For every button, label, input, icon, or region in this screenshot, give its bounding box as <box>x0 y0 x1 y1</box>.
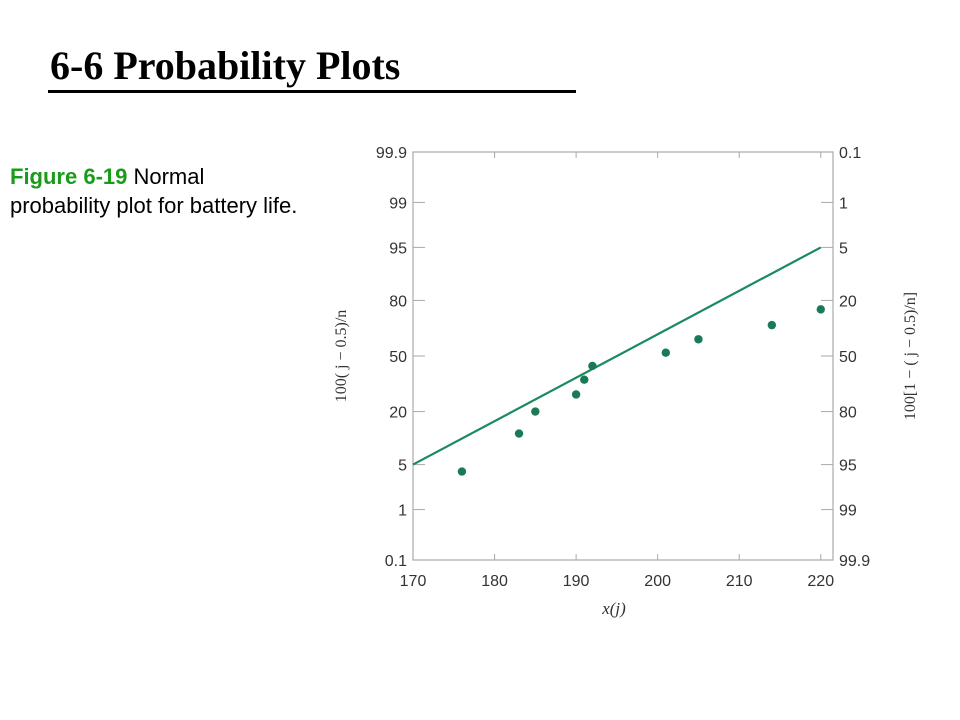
y-axis-label-right: 100[1 − ( j − 0.5)/n] <box>902 292 919 420</box>
data-point <box>580 375 589 384</box>
data-point <box>531 407 540 416</box>
y-tick-label-right: 95 <box>839 458 857 475</box>
fit-line-layer <box>412 246 822 466</box>
data-point <box>816 305 825 314</box>
y-tick-label-left: 95 <box>389 240 407 257</box>
x-tick-label: 190 <box>563 573 590 590</box>
y-tick-label-right: 99 <box>839 503 857 520</box>
fit-line <box>412 246 822 466</box>
data-point <box>767 320 777 330</box>
axis-labels: 100( j − 0.5)/n 100[1 − ( j − 0.5)/n] x(j) <box>333 292 919 618</box>
y-tick-label-right: 50 <box>839 349 857 366</box>
plot-border <box>412 151 834 561</box>
x-axis-label: x(j) <box>601 599 626 618</box>
x-tick-label: 180 <box>481 573 508 590</box>
y-tick-label-right: 80 <box>839 405 857 422</box>
figure-caption-text: Normal probability plot for battery life… <box>10 164 298 218</box>
data-point <box>514 429 524 438</box>
y-tick-label-right: 20 <box>839 293 857 310</box>
x-tick-label: 210 <box>726 573 753 590</box>
y-tick-label-right: 0.1 <box>839 145 861 162</box>
y-tick-label-right: 5 <box>839 240 848 257</box>
y-tick-label-left: 99.9 <box>376 145 407 162</box>
y-tick-label-right: 1 <box>839 195 848 212</box>
y-tick-label-left: 50 <box>389 349 407 366</box>
y-tick-label-left: 5 <box>398 458 407 475</box>
data-points <box>457 305 825 476</box>
y-axis-label-left: 100( j − 0.5)/n <box>333 310 350 403</box>
y-tick-label-left: 80 <box>389 293 407 310</box>
title-underline <box>48 90 576 93</box>
data-point <box>457 467 467 476</box>
figure-label: Figure 6-19 <box>10 164 128 189</box>
x-tick-label: 200 <box>644 573 671 590</box>
x-tick-label: 220 <box>807 573 834 590</box>
y-tick-label-left: 20 <box>389 405 407 422</box>
slide-title: 6-6 Probability Plots <box>50 43 401 88</box>
x-tick-label: 170 <box>400 573 427 590</box>
data-point <box>588 361 597 371</box>
data-point <box>571 390 581 399</box>
y-tick-label-left: 1 <box>398 503 407 520</box>
y-tick-label-left: 0.1 <box>385 553 407 570</box>
figure-caption: Figure 6-19 Normal probability plot for … <box>10 162 300 220</box>
y-tick-label-right: 99.9 <box>839 553 870 570</box>
data-point <box>694 335 703 344</box>
data-point <box>661 348 671 357</box>
y-tick-label-left: 99 <box>389 195 407 212</box>
plot-frame <box>412 151 834 561</box>
